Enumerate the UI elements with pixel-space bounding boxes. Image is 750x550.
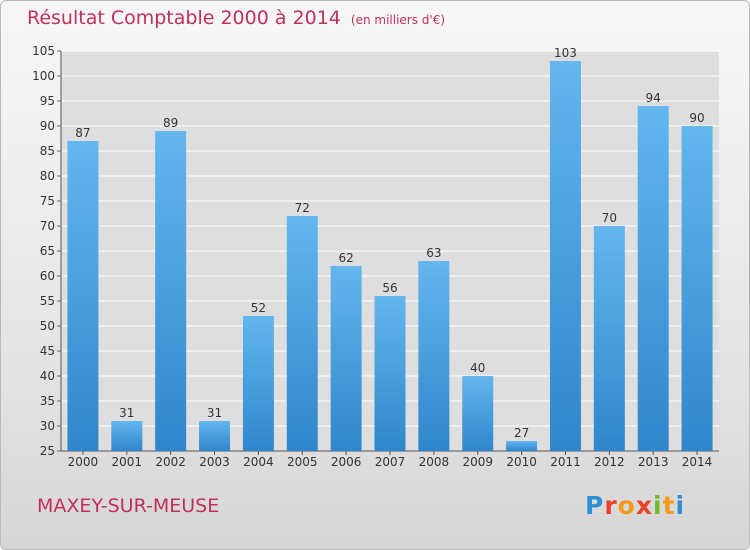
title-unit: (en milliers d'€) <box>350 13 446 27</box>
x-tick-label: 2013 <box>638 455 669 469</box>
y-tick-label: 30 <box>40 419 55 433</box>
bar <box>506 441 538 451</box>
bar <box>593 226 625 451</box>
y-tick-label: 55 <box>40 294 55 308</box>
bar-value-label: 56 <box>382 281 397 295</box>
y-tick-label: 45 <box>40 344 55 358</box>
bar-value-label: 72 <box>295 201 310 215</box>
y-tick-label: 95 <box>40 94 55 108</box>
x-tick-label: 2000 <box>68 455 99 469</box>
x-tick-label: 2009 <box>462 455 493 469</box>
bar <box>418 261 450 451</box>
commune-name: MAXEY-SUR-MEUSE <box>37 495 220 517</box>
x-tick-label: 2007 <box>375 455 406 469</box>
y-tick-label: 25 <box>40 444 55 458</box>
bar <box>242 316 274 451</box>
bar <box>462 376 494 451</box>
bar-value-label: 31 <box>207 406 222 420</box>
x-tick-label: 2005 <box>287 455 318 469</box>
x-tick-label: 2004 <box>243 455 274 469</box>
x-tick-label: 2006 <box>331 455 362 469</box>
logo-letter: P <box>585 491 605 520</box>
y-tick-label: 60 <box>40 269 55 283</box>
x-tick-label: 2001 <box>112 455 143 469</box>
chart-title: Résultat Comptable 2000 à 2014 (en millie… <box>27 7 445 29</box>
y-tick-label: 90 <box>40 119 55 133</box>
y-tick-label: 65 <box>40 244 55 258</box>
bar <box>330 266 362 451</box>
logo-letter: r <box>604 491 618 520</box>
title-text: Résultat Comptable 2000 à 2014 <box>27 7 341 29</box>
bar-value-label: 87 <box>75 126 90 140</box>
x-tick-label: 2008 <box>419 455 450 469</box>
bar <box>199 421 231 451</box>
x-tick-label: 2002 <box>155 455 186 469</box>
logo-letter: i <box>675 491 686 520</box>
y-tick-label: 50 <box>40 319 55 333</box>
y-tick-label: 85 <box>40 144 55 158</box>
bar <box>111 421 143 451</box>
bar-value-label: 63 <box>426 246 441 260</box>
logo-letter: t <box>662 491 676 520</box>
logo-letter: i <box>653 491 663 520</box>
y-tick-label: 75 <box>40 194 55 208</box>
x-tick-label: 2010 <box>506 455 537 469</box>
bar <box>67 141 99 451</box>
x-tick-label: 2011 <box>550 455 581 469</box>
bar-value-label: 103 <box>554 46 577 60</box>
bar <box>286 216 318 451</box>
bar <box>681 126 713 451</box>
bar-value-label: 94 <box>646 91 661 105</box>
y-tick-label: 40 <box>40 369 55 383</box>
bar-value-label: 89 <box>163 116 178 130</box>
x-tick-label: 2012 <box>594 455 625 469</box>
logo-letter: x <box>635 491 653 520</box>
x-tick-label: 2003 <box>199 455 230 469</box>
logo-letter: o <box>617 491 636 520</box>
bar-value-label: 40 <box>470 361 485 375</box>
bar <box>549 61 581 451</box>
x-tick-label: 2014 <box>682 455 713 469</box>
bar <box>374 296 406 451</box>
bar-value-label: 62 <box>338 251 353 265</box>
bar-value-label: 27 <box>514 426 529 440</box>
y-tick-label: 70 <box>40 219 55 233</box>
bar <box>637 106 669 451</box>
bar-value-label: 52 <box>251 301 266 315</box>
bar-value-label: 70 <box>602 211 617 225</box>
bar <box>155 131 187 451</box>
y-tick-label: 80 <box>40 169 55 183</box>
y-tick-label: 35 <box>40 394 55 408</box>
bar-value-label: 31 <box>119 406 134 420</box>
proxiti-logo: Proxiti <box>585 491 685 520</box>
y-tick-label: 105 <box>32 44 55 58</box>
y-tick-label: 100 <box>32 69 55 83</box>
bar-value-label: 90 <box>689 111 704 125</box>
